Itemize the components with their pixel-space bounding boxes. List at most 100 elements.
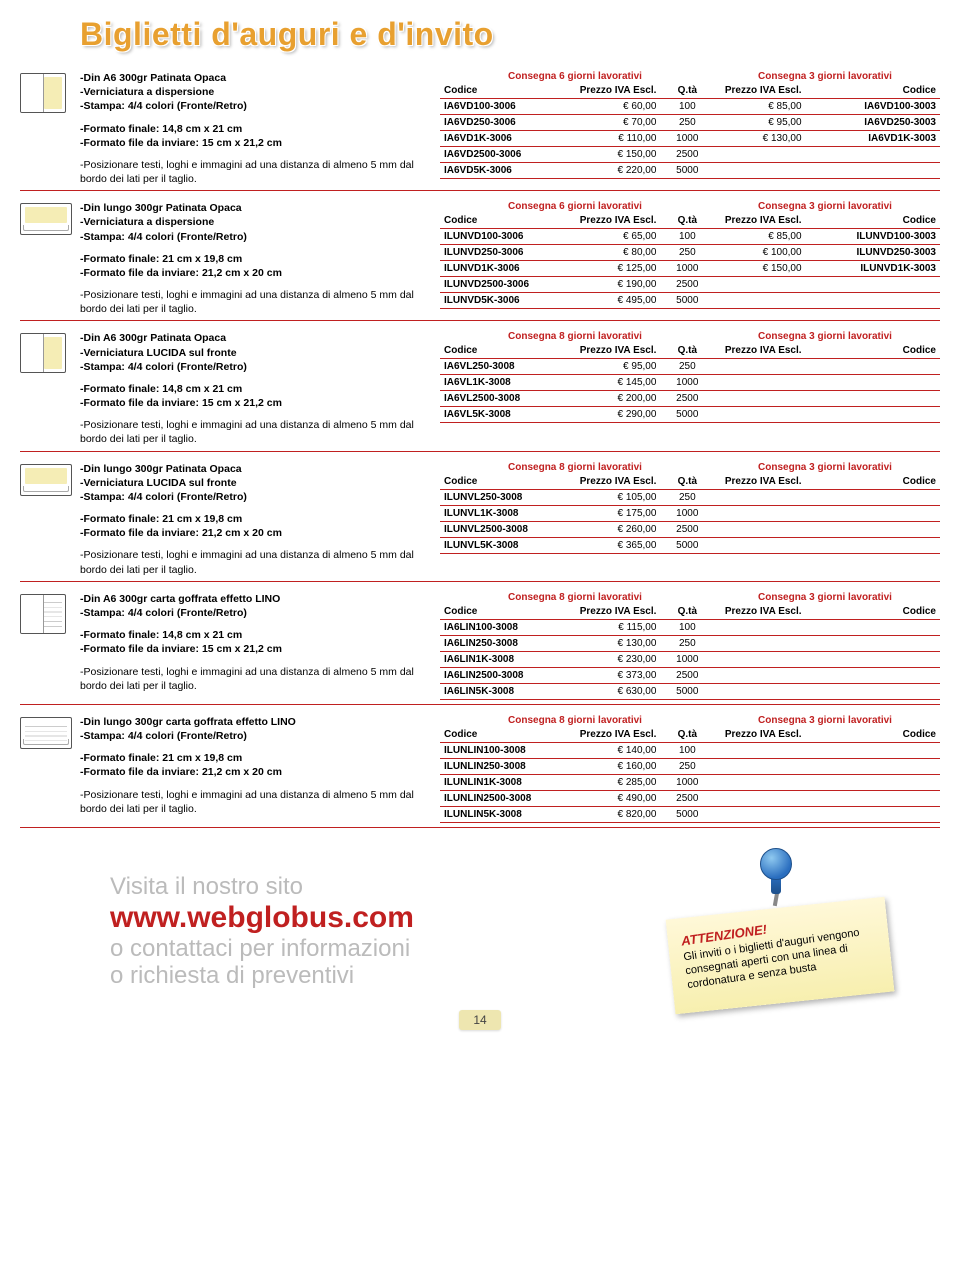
qty-cell: 5000 xyxy=(660,683,714,699)
qty-cell: 250 xyxy=(660,245,714,261)
code2-cell xyxy=(806,163,940,179)
spec-line: -Formato finale: 14,8 cm x 21 cm xyxy=(80,122,422,136)
code-cell: ILUNVD2500-3006 xyxy=(440,277,574,293)
price-cell: € 105,00 xyxy=(574,489,660,505)
code-cell: IA6VL1K-3008 xyxy=(440,375,574,391)
price2-cell: € 85,00 xyxy=(714,229,805,245)
code2-cell xyxy=(806,806,940,822)
price-cell: € 125,00 xyxy=(574,261,660,277)
price2-cell xyxy=(714,147,805,163)
code-cell: ILUNVD100-3006 xyxy=(440,229,574,245)
code2-cell: IA6VD250-3003 xyxy=(806,115,940,131)
spec-line: -Formato file da inviare: 15 cm x 21,2 c… xyxy=(80,136,422,150)
spec-line: -Stampa: 4/4 colori (Fronte/Retro) xyxy=(80,490,422,504)
price-row: IA6LIN5K-3008€ 630,005000 xyxy=(440,683,940,699)
code2-cell xyxy=(806,635,940,651)
price-row: IA6VD2500-3006€ 150,002500 xyxy=(440,147,940,163)
price-cell: € 820,00 xyxy=(574,806,660,822)
price-cell: € 495,00 xyxy=(574,293,660,309)
page-title: Biglietti d'auguri e d'invito xyxy=(80,16,940,53)
price-row: IA6VL250-3008€ 95,00250 xyxy=(440,359,940,375)
code-cell: ILUNVL250-3008 xyxy=(440,489,574,505)
code-cell: ILUNLIN250-3008 xyxy=(440,758,574,774)
price-table: Consegna 8 giorni lavorativiConsegna 3 g… xyxy=(440,331,940,446)
qty-cell: 2500 xyxy=(660,667,714,683)
code2-cell: ILUNVD250-3003 xyxy=(806,245,940,261)
price-cell: € 175,00 xyxy=(574,505,660,521)
delivery-right: Consegna 3 giorni lavorativi xyxy=(710,592,940,603)
th-codice: Codice xyxy=(440,343,574,359)
price2-cell: € 95,00 xyxy=(714,115,805,131)
price-cell: € 630,00 xyxy=(574,683,660,699)
price-cell: € 285,00 xyxy=(574,774,660,790)
qty-cell: 2500 xyxy=(660,147,714,163)
price-cell: € 140,00 xyxy=(574,742,660,758)
th-codice2: Codice xyxy=(806,474,940,490)
spec-line: -Stampa: 4/4 colori (Fronte/Retro) xyxy=(80,606,422,620)
th-prezzo: Prezzo IVA Escl. xyxy=(574,604,660,620)
price-cell: € 65,00 xyxy=(574,229,660,245)
code2-cell xyxy=(806,147,940,163)
price-cell: € 365,00 xyxy=(574,537,660,553)
price2-cell xyxy=(714,806,805,822)
spec-line: -Formato finale: 14,8 cm x 21 cm xyxy=(80,628,422,642)
code2-cell xyxy=(806,521,940,537)
price-row: ILUNVL1K-3008€ 175,001000 xyxy=(440,505,940,521)
delivery-right: Consegna 3 giorni lavorativi xyxy=(710,331,940,342)
page-number: 14 xyxy=(20,1010,940,1030)
th-prezzo: Prezzo IVA Escl. xyxy=(574,343,660,359)
spec-note: -Posizionare testi, loghi e immagini ad … xyxy=(80,548,422,576)
spec-line: -Formato finale: 14,8 cm x 21 cm xyxy=(80,382,422,396)
spec-line: -Verniciatura a dispersione xyxy=(80,85,422,99)
price2-cell xyxy=(714,683,805,699)
spec-line: -Formato finale: 21 cm x 19,8 cm xyxy=(80,512,422,526)
product-icon xyxy=(20,73,66,113)
code-cell: ILUNVD250-3006 xyxy=(440,245,574,261)
spec-line: -Stampa: 4/4 colori (Fronte/Retro) xyxy=(80,99,422,113)
qty-cell: 100 xyxy=(660,619,714,635)
footer-visit: Visita il nostro sito xyxy=(110,873,830,901)
qty-cell: 1000 xyxy=(660,774,714,790)
th-codice: Codice xyxy=(440,83,574,99)
price-cell: € 80,00 xyxy=(574,245,660,261)
code2-cell: ILUNVD100-3003 xyxy=(806,229,940,245)
price2-cell: € 85,00 xyxy=(714,99,805,115)
price-row: ILUNLIN250-3008€ 160,00250 xyxy=(440,758,940,774)
price-cell: € 130,00 xyxy=(574,635,660,651)
price2-cell xyxy=(714,790,805,806)
qty-cell: 1000 xyxy=(660,375,714,391)
qty-cell: 5000 xyxy=(660,163,714,179)
delivery-left: Consegna 8 giorni lavorativi xyxy=(440,462,710,473)
price2-cell xyxy=(714,619,805,635)
th-codice: Codice xyxy=(440,604,574,620)
qty-cell: 2500 xyxy=(660,277,714,293)
product-icon xyxy=(20,594,66,634)
price-cell: € 190,00 xyxy=(574,277,660,293)
delivery-left: Consegna 8 giorni lavorativi xyxy=(440,592,710,603)
product-section: -Din A6 300gr Patinata Opaca-Verniciatur… xyxy=(20,331,940,451)
price2-cell xyxy=(714,375,805,391)
th-prezzo2: Prezzo IVA Escl. xyxy=(714,343,805,359)
price2-cell xyxy=(714,277,805,293)
description: -Din lungo 300gr carta goffrata effetto … xyxy=(80,715,440,823)
code2-cell xyxy=(806,651,940,667)
th-prezzo: Prezzo IVA Escl. xyxy=(574,83,660,99)
product-section: -Din A6 300gr carta goffrata effetto LIN… xyxy=(20,592,940,705)
th-codice: Codice xyxy=(440,727,574,743)
spec-line: -Verniciatura a dispersione xyxy=(80,215,422,229)
price2-cell xyxy=(714,742,805,758)
price-row: IA6VL1K-3008€ 145,001000 xyxy=(440,375,940,391)
price2-cell xyxy=(714,667,805,683)
code2-cell xyxy=(806,667,940,683)
qty-cell: 2500 xyxy=(660,521,714,537)
product-icon xyxy=(20,203,72,235)
qty-cell: 1000 xyxy=(660,505,714,521)
price2-cell xyxy=(714,758,805,774)
code-cell: IA6LIN2500-3008 xyxy=(440,667,574,683)
price-row: ILUNVL5K-3008€ 365,005000 xyxy=(440,537,940,553)
qty-cell: 5000 xyxy=(660,806,714,822)
code2-cell xyxy=(806,505,940,521)
th-codice2: Codice xyxy=(806,604,940,620)
th-prezzo: Prezzo IVA Escl. xyxy=(574,213,660,229)
price-cell: € 490,00 xyxy=(574,790,660,806)
